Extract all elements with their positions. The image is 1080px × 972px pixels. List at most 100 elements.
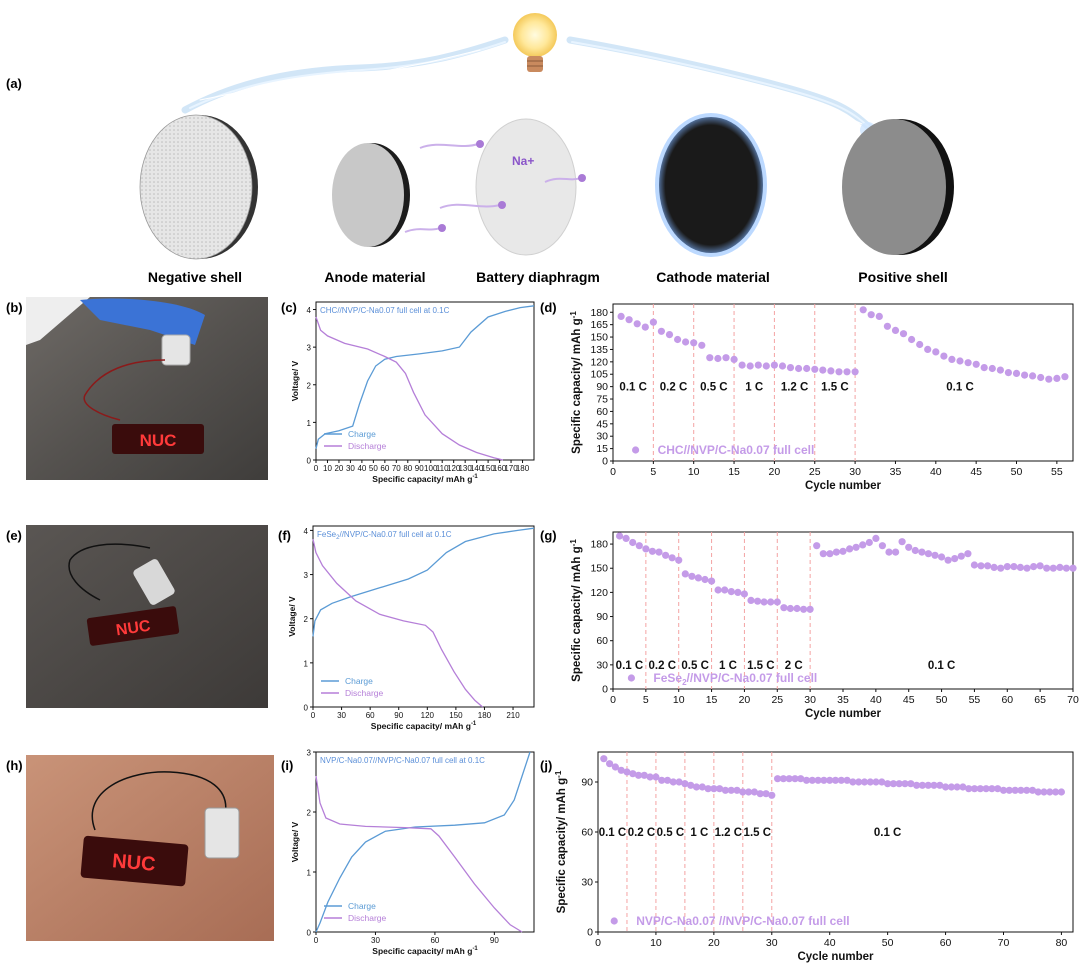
panel-a-schematic: (a)	[6, 13, 954, 285]
data-point	[690, 339, 698, 347]
data-point	[1010, 563, 1018, 571]
data-point	[865, 538, 873, 547]
data-point	[924, 550, 933, 558]
data-point	[793, 604, 801, 613]
data-point	[835, 368, 843, 376]
data-point	[1057, 788, 1065, 796]
y-tick-label: 4	[304, 527, 309, 536]
data-point	[1017, 786, 1025, 794]
data-point	[1056, 563, 1064, 572]
data-point	[806, 605, 814, 613]
x-tick-label: 80	[1056, 937, 1068, 949]
panel-letter-i: (i)	[281, 758, 293, 773]
data-point	[930, 781, 938, 789]
data-point	[889, 780, 898, 788]
chart-g-rate-performance: 0 5 10 15 20 25 30 35 40 45 50 55 60 65 70 0 30 60 90 120 15…	[569, 531, 1079, 720]
x-tick-label: 15	[728, 466, 740, 478]
data-point	[860, 778, 869, 786]
data-point	[913, 781, 921, 789]
x-tick-label: 80	[403, 464, 412, 473]
data-point	[754, 597, 762, 605]
data-point	[785, 775, 793, 783]
y-tick-label: 45	[596, 418, 608, 430]
data-point	[698, 341, 706, 349]
panel-letter-e: (e)	[6, 528, 22, 543]
data-point	[827, 367, 835, 375]
data-point	[722, 354, 730, 362]
x-tick-label: 0	[595, 937, 601, 949]
data-point	[714, 586, 722, 594]
data-point	[738, 361, 746, 369]
data-point	[976, 785, 984, 793]
data-point	[964, 359, 972, 367]
data-point	[1021, 371, 1029, 379]
legend-label: NVP/C-Na0.07 //NVP/C-Na0.07 full cell	[636, 914, 849, 928]
rate-label: 2 C	[785, 660, 803, 672]
y-tick-label: 60	[596, 635, 608, 647]
x-tick-label: 60	[940, 937, 952, 949]
data-point	[721, 786, 730, 794]
legend-marker	[627, 674, 636, 682]
x-tick-label: 20	[739, 694, 751, 706]
y-tick-label: 3	[307, 749, 312, 758]
y-tick-label: 60	[581, 827, 593, 839]
x-tick-label: 35	[837, 694, 849, 706]
y-tick-label: 2	[307, 809, 312, 818]
data-point	[908, 335, 916, 344]
plot-frame	[315, 301, 535, 461]
rate-label: 1 C	[745, 382, 763, 394]
chart-c-voltage-profile: 0 10 20 30 40 50 60 70 80 90 100110120130140150160…	[290, 301, 535, 484]
x-tick-label: 30	[849, 466, 861, 478]
data-point	[994, 785, 1002, 793]
legend-marker	[631, 446, 640, 454]
y-tick-label: 150	[590, 332, 608, 344]
x-axis-label: Specific capacity/ mAh g-1	[372, 474, 478, 484]
data-point	[600, 755, 608, 763]
schematic-labels: Negative shell Anode material Battery di…	[148, 269, 948, 285]
data-point	[681, 780, 689, 788]
data-point	[901, 780, 909, 788]
y-tick-label: 0	[307, 929, 312, 938]
data-point	[662, 551, 670, 559]
data-point	[892, 548, 900, 556]
x-tick-label: 40	[870, 694, 882, 706]
data-point	[688, 572, 696, 580]
x-tick-label: 0	[311, 711, 316, 720]
data-point	[851, 368, 859, 376]
y-tick-label: 1	[307, 869, 312, 878]
plot-frame	[315, 751, 535, 933]
x-tick-label: 20	[769, 466, 781, 478]
data-point	[706, 354, 714, 362]
y-tick-label: 90	[581, 777, 593, 789]
x-tick-label: 55	[969, 694, 981, 706]
data-point	[916, 340, 924, 349]
chart-f-voltage-profile: 0 30 60 90 120 150 180 210 0 1 2 3 4 Specific capacit…	[287, 525, 535, 731]
panel-letter-b: (b)	[6, 300, 23, 315]
data-point	[795, 364, 803, 373]
data-point	[663, 776, 672, 784]
data-point	[940, 352, 948, 360]
data-point	[708, 577, 716, 585]
series-line-discharge	[315, 775, 523, 933]
data-point	[730, 355, 738, 363]
x-tick-label: 50	[882, 937, 894, 949]
data-point	[652, 773, 660, 781]
data-point	[859, 541, 867, 549]
positive-shell-disc	[842, 119, 954, 255]
x-tick-label: 60	[1001, 694, 1013, 706]
rate-label: 1.5 C	[747, 660, 775, 672]
data-point	[895, 780, 903, 788]
x-tick-label: 10	[673, 694, 685, 706]
y-tick-label: 60	[596, 406, 608, 418]
data-point	[674, 335, 682, 344]
x-tick-label: 25	[771, 694, 783, 706]
y-tick-label: 120	[590, 356, 608, 368]
data-point	[1011, 786, 1019, 794]
data-point	[813, 542, 821, 550]
data-point	[617, 312, 625, 320]
data-point	[808, 776, 816, 784]
x-tick-label: 30	[371, 936, 380, 945]
x-tick-label: 70	[998, 937, 1010, 949]
data-point	[698, 783, 706, 791]
